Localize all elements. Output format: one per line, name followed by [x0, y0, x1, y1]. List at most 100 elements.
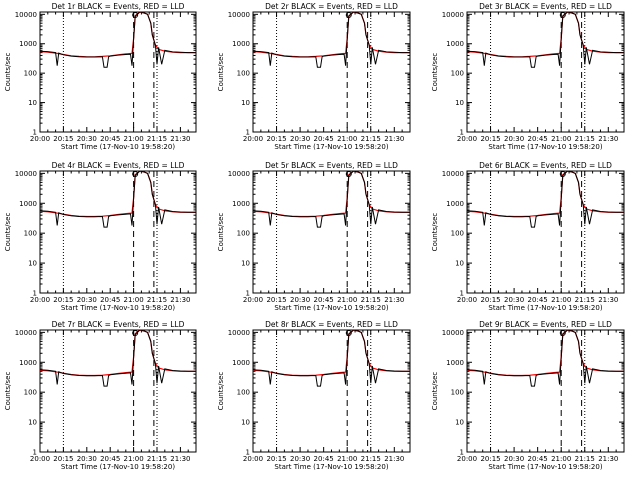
x-tick-label: 20:15: [266, 296, 286, 304]
y-tick-label: 1000: [19, 359, 37, 367]
x-tick-label: 20:45: [314, 135, 334, 143]
x-tick-label: 20:30: [77, 296, 97, 304]
peak-marker: [132, 12, 139, 18]
y-tick-label: 10000: [228, 329, 250, 337]
x-tick-label: 21:30: [170, 296, 190, 304]
y-tick-label: 10: [28, 99, 37, 107]
events-series-line: [40, 330, 196, 387]
detector-panel: Det 3r BLACK = Events, RED = LLD 1 10 100 10…: [431, 2, 625, 151]
events-series-line: [253, 12, 410, 68]
y-tick-label: 1: [33, 129, 37, 137]
y-tick-label: 10: [28, 419, 37, 427]
x-tick-label: 21:15: [575, 296, 595, 304]
x-tick-label: 21:15: [147, 455, 167, 463]
x-tick-label: 21:00: [551, 135, 571, 143]
detector-panel: Det 8r BLACK = Events, RED = LLD 1 10 100 10…: [217, 320, 411, 471]
x-tick-label: 21:30: [384, 135, 404, 143]
y-tick-label: 100: [24, 70, 37, 78]
x-tick-label: 20:30: [77, 135, 97, 143]
x-tick-label: 21:15: [147, 296, 167, 304]
panel-title: Det 4r BLACK = Events, RED = LLD: [52, 161, 185, 170]
peak-marker: [345, 12, 352, 18]
x-tick-label: 21:30: [598, 135, 618, 143]
x-tick-label: 20:00: [457, 455, 477, 463]
y-tick-label: 100: [451, 389, 464, 397]
panel-title: Det 9r BLACK = Events, RED = LLD: [479, 320, 612, 329]
x-tick-label: 20:00: [243, 296, 263, 304]
x-tick-label: 21:00: [337, 296, 357, 304]
x-tick-label: 20:00: [243, 135, 263, 143]
x-axis-label: Start Time (17-Nov-10 19:58:20): [61, 304, 175, 312]
y-tick-label: 10: [241, 419, 250, 427]
events-series-line: [467, 171, 624, 228]
events-series-line: [40, 171, 196, 228]
x-tick-label: 20:45: [528, 135, 548, 143]
detector-panel: Det 6r BLACK = Events, RED = LLD 1 10 100 10…: [431, 161, 625, 312]
peak-marker: [132, 171, 139, 177]
x-axis-label: Start Time (17-Nov-10 19:58:20): [274, 304, 388, 312]
x-tick-label: 21:30: [384, 455, 404, 463]
x-axis-label: Start Time (17-Nov-10 19:58:20): [274, 143, 388, 151]
x-tick-label: 20:00: [457, 135, 477, 143]
peak-marker: [559, 171, 566, 177]
x-tick-label: 21:00: [551, 296, 571, 304]
x-tick-label: 21:00: [124, 135, 144, 143]
y-tick-label: 10000: [15, 329, 37, 337]
detector-panel: Det 1r BLACK = Events, RED = LLD 1 10 100 10…: [4, 2, 197, 151]
panel-title: Det 5r BLACK = Events, RED = LLD: [265, 161, 398, 170]
y-tick-label: 1: [246, 290, 250, 298]
x-tick-label: 20:45: [314, 296, 334, 304]
x-tick-label: 20:15: [480, 455, 500, 463]
events-series-line: [467, 330, 624, 387]
panel-title: Det 8r BLACK = Events, RED = LLD: [265, 320, 398, 329]
x-tick-label: 20:45: [100, 455, 120, 463]
x-tick-label: 21:15: [575, 455, 595, 463]
y-tick-label: 10000: [442, 329, 464, 337]
peak-marker: [345, 330, 352, 336]
events-series-line: [253, 330, 410, 387]
x-tick-label: 21:30: [384, 296, 404, 304]
x-tick-label: 21:15: [361, 296, 381, 304]
y-tick-label: 1: [460, 129, 464, 137]
x-tick-label: 20:45: [314, 455, 334, 463]
y-tick-label: 1: [33, 290, 37, 298]
panel-title: Det 7r BLACK = Events, RED = LLD: [52, 320, 185, 329]
y-tick-label: 10000: [442, 11, 464, 19]
x-tick-label: 20:00: [457, 296, 477, 304]
x-axis-label: Start Time (17-Nov-10 19:58:20): [61, 143, 175, 151]
x-tick-label: 20:30: [290, 135, 310, 143]
y-tick-label: 100: [237, 70, 250, 78]
y-tick-label: 10: [241, 260, 250, 268]
x-tick-label: 20:00: [30, 296, 50, 304]
x-tick-label: 20:45: [100, 296, 120, 304]
x-tick-label: 20:30: [77, 455, 97, 463]
x-tick-label: 21:00: [124, 455, 144, 463]
peak-marker: [345, 171, 352, 177]
x-tick-label: 21:30: [598, 296, 618, 304]
detector-panel: Det 7r BLACK = Events, RED = LLD 1 10 100 10…: [4, 320, 197, 471]
x-tick-label: 20:00: [30, 455, 50, 463]
y-tick-label: 10: [455, 419, 464, 427]
y-tick-label: 1000: [19, 200, 37, 208]
y-tick-label: 10000: [228, 11, 250, 19]
y-tick-label: 1: [246, 129, 250, 137]
x-tick-label: 21:30: [598, 455, 618, 463]
y-axis-label: Counts/sec: [431, 372, 439, 411]
y-tick-label: 1000: [232, 200, 250, 208]
x-axis-label: Start Time (17-Nov-10 19:58:20): [488, 304, 602, 312]
x-axis-label: Start Time (17-Nov-10 19:58:20): [61, 463, 175, 471]
y-axis-label: Counts/sec: [431, 213, 439, 252]
x-tick-label: 20:30: [504, 135, 524, 143]
detector-panel: Det 2r BLACK = Events, RED = LLD 1 10 100 10…: [217, 2, 411, 151]
y-tick-label: 1000: [446, 200, 464, 208]
detector-panel: Det 5r BLACK = Events, RED = LLD 1 10 100 10…: [217, 161, 411, 312]
x-tick-label: 20:30: [504, 455, 524, 463]
x-tick-label: 20:45: [100, 135, 120, 143]
peak-marker: [559, 330, 566, 336]
y-tick-label: 10000: [15, 170, 37, 178]
x-tick-label: 21:00: [124, 296, 144, 304]
x-tick-label: 20:15: [53, 135, 73, 143]
y-tick-label: 100: [451, 230, 464, 238]
detector-panel: Det 4r BLACK = Events, RED = LLD 1 10 100 10…: [4, 161, 197, 312]
y-tick-label: 1000: [446, 359, 464, 367]
